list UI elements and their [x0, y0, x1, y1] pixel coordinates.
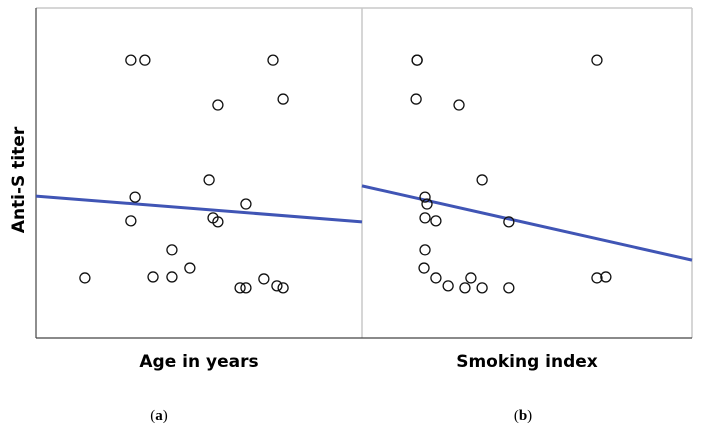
panel-b — [361, 54, 693, 294]
data-point — [125, 54, 137, 66]
data-point — [419, 191, 431, 203]
data-point — [476, 174, 488, 186]
data-point — [271, 280, 283, 292]
data-point — [166, 244, 178, 256]
data-point — [258, 273, 270, 285]
data-point — [419, 212, 431, 224]
data-point — [203, 174, 215, 186]
x-axis-title-a: Age in years — [139, 352, 258, 372]
caption-b-letter: b — [519, 408, 527, 424]
data-point — [430, 215, 442, 227]
data-point — [410, 93, 422, 105]
data-point — [591, 272, 603, 284]
data-point — [421, 198, 433, 210]
fit-line — [361, 184, 693, 262]
panel-a — [35, 54, 363, 294]
data-point — [234, 282, 246, 294]
fit-line — [35, 194, 363, 224]
y-axis-title: Anti-S titer — [9, 126, 29, 233]
caption-b: (b) — [514, 408, 532, 424]
data-point — [166, 271, 178, 283]
data-point — [277, 282, 289, 294]
data-point — [139, 54, 151, 66]
data-point — [411, 54, 423, 66]
data-point — [591, 54, 603, 66]
data-point — [277, 93, 289, 105]
data-point — [212, 216, 224, 228]
data-point — [129, 191, 141, 203]
data-point — [79, 272, 91, 284]
data-point — [476, 282, 488, 294]
data-point — [459, 282, 471, 294]
data-point — [125, 215, 137, 227]
data-point — [212, 99, 224, 111]
data-point — [600, 271, 612, 283]
x-axis-title-b: Smoking index — [456, 352, 598, 372]
data-point — [453, 99, 465, 111]
data-point — [240, 282, 252, 294]
data-point — [418, 262, 430, 274]
data-point — [430, 272, 442, 284]
data-point — [419, 244, 431, 256]
data-point — [147, 271, 159, 283]
data-point — [184, 262, 196, 274]
caption-a-letter: a — [155, 408, 163, 424]
data-point — [503, 282, 515, 294]
data-point — [442, 280, 454, 292]
data-point — [503, 216, 515, 228]
caption-a: (a) — [150, 408, 168, 424]
plot-frame — [35, 7, 693, 339]
data-point — [240, 198, 252, 210]
data-point — [267, 54, 279, 66]
data-point — [465, 272, 477, 284]
